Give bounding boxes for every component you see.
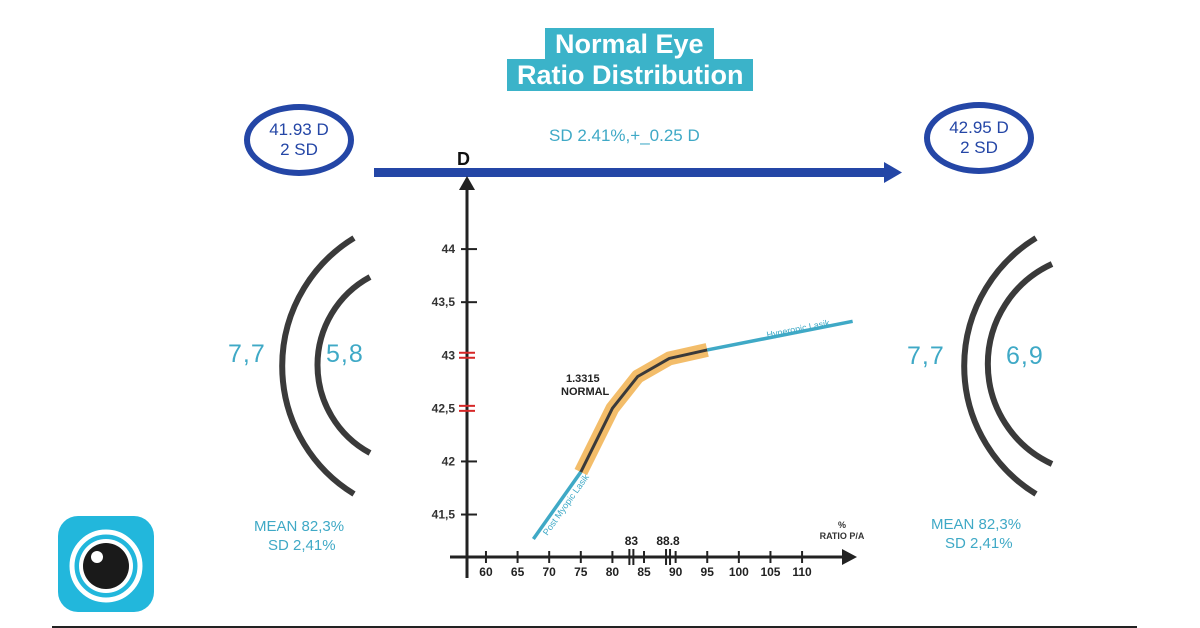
- x-tick-label-95: 95: [701, 565, 715, 579]
- y-tick-label-1: 42: [442, 454, 456, 468]
- app-logo: [58, 516, 154, 612]
- right-inner-radius: 6,9: [1006, 342, 1044, 370]
- left-oval-value: 41.93 D: [269, 120, 329, 139]
- right-oval-sd: 2 SD: [960, 138, 998, 157]
- x-tick-label-105: 105: [760, 565, 780, 579]
- x-tick-label-80: 80: [606, 565, 620, 579]
- y-axis-arrowhead: [459, 176, 475, 190]
- x-axis-label-unit: %: [838, 520, 846, 530]
- normal-range-highlight: [574, 343, 709, 476]
- x-tick-label-100: 100: [729, 565, 749, 579]
- right-inner-arc: [984, 261, 1054, 467]
- x-axis-arrowhead: [842, 549, 857, 565]
- x-tick-label-90: 90: [669, 565, 683, 579]
- curve-segment-2: [706, 319, 853, 352]
- y-tick-label-3: 43: [442, 348, 456, 362]
- y-axis-label: D: [457, 149, 470, 169]
- x-tick-label-110: 110: [792, 565, 812, 579]
- normal-ratio-label: NORMAL: [561, 386, 610, 398]
- right-dioptre-oval: 42.95 D 2 SD: [924, 102, 1034, 174]
- title-line-1: Normal Eye: [545, 28, 714, 60]
- post-myopic-lasik-label: Post Myopic Lasik: [541, 472, 591, 537]
- x-tick-label-70: 70: [543, 565, 557, 579]
- ratio-chart: D % RATIO P/A Post Myopic Lasik Hyperopic…: [432, 149, 865, 579]
- curve-segment-1: [579, 348, 708, 473]
- y-tick-label-2: 42,5: [432, 401, 456, 415]
- left-oval-sd: 2 SD: [280, 140, 318, 159]
- left-dioptre-oval: 41.93 D 2 SD: [244, 104, 354, 176]
- left-mean: MEAN 82,3%: [254, 518, 345, 535]
- range-arrow: [374, 162, 902, 183]
- sd-caption: SD 2.41%,+_0.25 D: [549, 126, 700, 145]
- right-oval-value: 42.95 D: [949, 118, 1009, 137]
- right-outer-radius: 7,7: [907, 342, 945, 370]
- curve-segment-0: [531, 471, 583, 540]
- right-sd: SD 2,41%: [945, 535, 1013, 552]
- left-sd: SD 2,41%: [268, 537, 336, 554]
- y-tick-label-4: 43,5: [432, 295, 456, 309]
- title-line-2: Ratio Distribution: [507, 59, 754, 91]
- marked-x-label-88.8: 88.8: [656, 534, 680, 548]
- x-tick-label-60: 60: [479, 565, 493, 579]
- right-outer-arc: [961, 235, 1038, 497]
- normal-ratio-value: 1.3315: [566, 373, 600, 385]
- y-tick-label-5: 44: [442, 242, 456, 256]
- left-inner-radius: 5,8: [326, 340, 364, 368]
- hyperopic-lasik-label: Hyperopic Lasik: [766, 318, 831, 340]
- bottom-divider: [52, 626, 1137, 628]
- y-tick-label-0: 41,5: [432, 508, 456, 522]
- left-outer-radius: 7,7: [228, 340, 266, 368]
- right-mean: MEAN 82,3%: [931, 516, 1022, 533]
- left-inner-arc: [314, 274, 372, 456]
- x-axis-label-name: RATIO P/A: [820, 531, 865, 541]
- marked-x-label-83: 83: [625, 534, 639, 548]
- left-outer-arc: [279, 235, 356, 497]
- x-tick-label-65: 65: [511, 565, 525, 579]
- x-tick-label-75: 75: [574, 565, 588, 579]
- x-tick-label-85: 85: [637, 565, 651, 579]
